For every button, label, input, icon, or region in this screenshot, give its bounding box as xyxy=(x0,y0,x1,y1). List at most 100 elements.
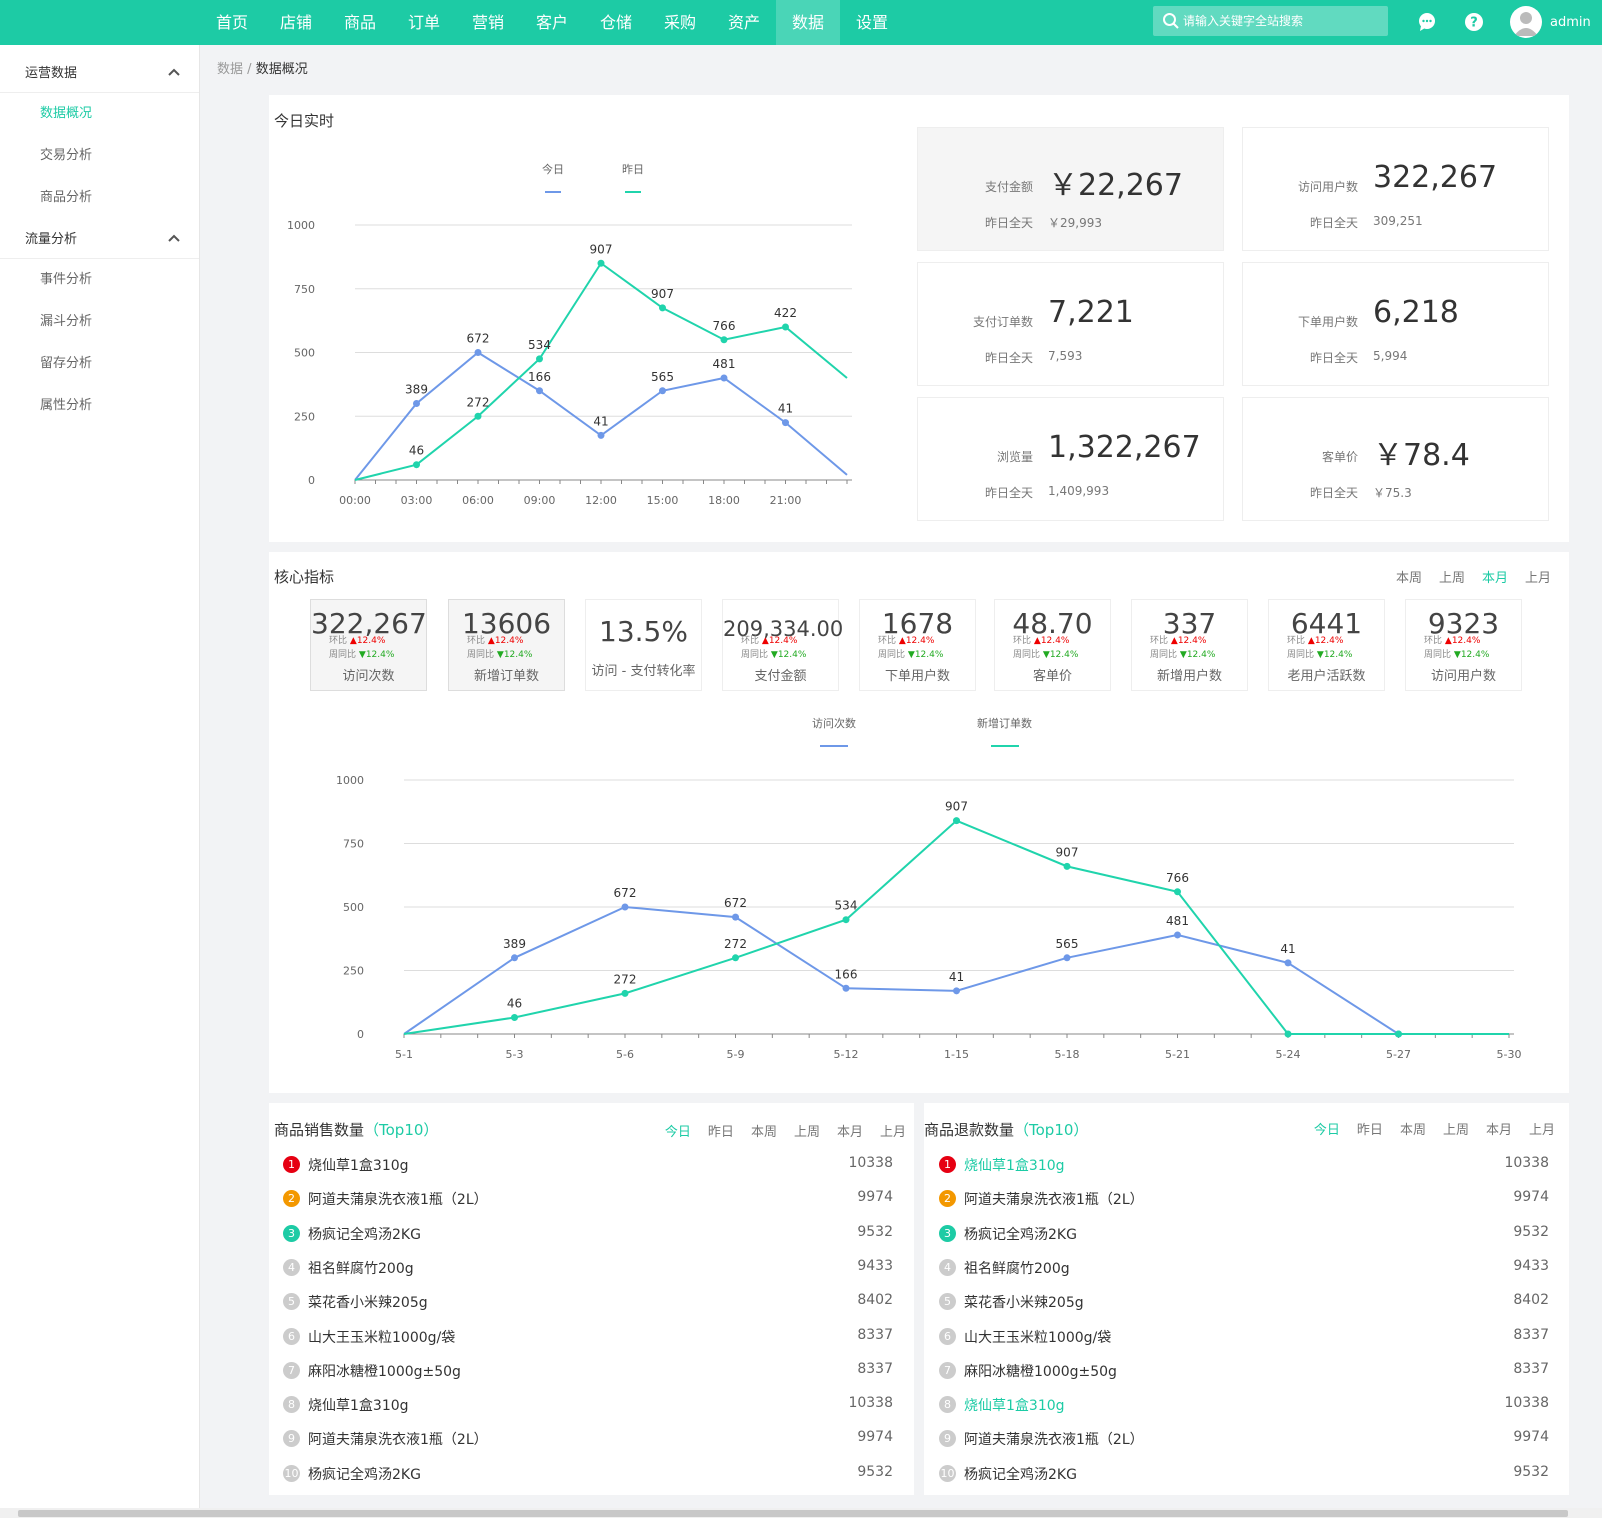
rank-product-name[interactable]: 烧仙草1盒310g xyxy=(964,1398,1065,1415)
tab-last-month[interactable]: 上月 xyxy=(879,1125,906,1140)
rank-product-name[interactable]: 阿道夫蒲泉洗衣液1瓶（2L） xyxy=(964,1432,1144,1449)
legend-new-orders[interactable]: 新增订单数 xyxy=(977,715,1032,747)
rank-product-name[interactable]: 阿道夫蒲泉洗衣液1瓶（2L） xyxy=(964,1192,1144,1209)
rank-product-name[interactable]: 烧仙草1盒310g xyxy=(308,1398,409,1415)
rank-product-name[interactable]: 麻阳冰糖橙1000g±50g xyxy=(308,1363,461,1380)
nav-item-goods[interactable]: 商品 xyxy=(343,13,376,32)
tab-this-week[interactable]: 本周 xyxy=(1395,571,1422,586)
tab-this-week[interactable]: 本周 xyxy=(750,1125,777,1140)
tab-last-week[interactable]: 上周 xyxy=(1438,571,1465,586)
rank-row[interactable]: 5 菜花香小米辣205g 8402 xyxy=(939,1292,1559,1312)
rank-row[interactable]: 7 麻阳冰糖橙1000g±50g 8337 xyxy=(939,1361,1559,1381)
rank-row[interactable]: 10 杨疯记全鸡汤2KG 9532 xyxy=(283,1464,903,1484)
username[interactable]: admin xyxy=(1550,15,1591,30)
rank-row[interactable]: 1 烧仙草1盒310g 10338 xyxy=(283,1155,903,1175)
rank-row[interactable]: 1 烧仙草1盒310g 10338 xyxy=(939,1155,1559,1175)
rank-product-name[interactable]: 杨疯记全鸡汤2KG xyxy=(964,1466,1077,1483)
nav-item-assets[interactable]: 资产 xyxy=(727,13,760,32)
kpi-new-users[interactable]: 337 环比 ▲12.4% 周同比 ▼12.4% 新增用户数 xyxy=(1131,599,1248,691)
sidebar-item-event[interactable]: 事件分析 xyxy=(40,272,93,287)
rank-row[interactable]: 6 山大王玉米粒1000g/袋 8337 xyxy=(283,1327,903,1347)
kpi-active-old-users[interactable]: 6441 环比 ▲12.4% 周同比 ▼12.4% 老用户活跃数 xyxy=(1268,599,1385,691)
tab-yesterday[interactable]: 昨日 xyxy=(1356,1123,1383,1138)
rank-product-name[interactable]: 祖名鲜腐竹200g xyxy=(308,1260,414,1277)
rank-product-name[interactable]: 菜花香小米辣205g xyxy=(964,1295,1084,1312)
rank-product-name[interactable]: 阿道夫蒲泉洗衣液1瓶（2L） xyxy=(308,1192,488,1209)
rank-product-name[interactable]: 祖名鲜腐竹200g xyxy=(964,1260,1070,1277)
tab-last-week[interactable]: 上周 xyxy=(793,1125,820,1140)
rank-product-name[interactable]: 杨疯记全鸡汤2KG xyxy=(308,1226,421,1243)
kpi-pay-amount[interactable]: 209,334.00 环比 ▲12.4% 周同比 ▼12.4% 支付金额 xyxy=(722,599,843,691)
rank-row[interactable]: 2 阿道夫蒲泉洗衣液1瓶（2L） 9974 xyxy=(939,1189,1559,1209)
data-label: 907 xyxy=(945,800,968,814)
data-point xyxy=(782,323,789,331)
rank-row[interactable]: 9 阿道夫蒲泉洗衣液1瓶（2L） 9974 xyxy=(939,1429,1559,1449)
nav-item-home[interactable]: 首页 xyxy=(215,13,248,32)
nav-item-customers[interactable]: 客户 xyxy=(535,13,568,32)
rank-row[interactable]: 8 烧仙草1盒310g 10338 xyxy=(939,1395,1559,1415)
nav-item-marketing[interactable]: 营销 xyxy=(471,13,504,32)
rank-product-name[interactable]: 麻阳冰糖橙1000g±50g xyxy=(964,1363,1117,1380)
global-search-input[interactable] xyxy=(1153,6,1388,36)
rank-row[interactable]: 3 杨疯记全鸡汤2KG 9532 xyxy=(283,1224,903,1244)
rank-row[interactable]: 6 山大王玉米粒1000g/袋 8337 xyxy=(939,1327,1559,1347)
sidebar-item-overview[interactable]: 数据概况 xyxy=(40,106,93,121)
tab-yesterday[interactable]: 昨日 xyxy=(707,1125,734,1140)
sidebar-item-goods[interactable]: 商品分析 xyxy=(40,190,93,205)
rank-row[interactable]: 2 阿道夫蒲泉洗衣液1瓶（2L） 9974 xyxy=(283,1189,903,1209)
rank-product-name[interactable]: 杨疯记全鸡汤2KG xyxy=(964,1226,1077,1243)
sidebar-item-attribute[interactable]: 属性分析 xyxy=(40,398,93,413)
avatar-icon[interactable] xyxy=(1510,6,1542,38)
sidebar-item-funnel[interactable]: 漏斗分析 xyxy=(40,314,93,329)
nav-item-warehouse[interactable]: 仓储 xyxy=(599,13,632,32)
rank-row[interactable]: 7 麻阳冰糖橙1000g±50g 8337 xyxy=(283,1361,903,1381)
tab-this-month[interactable]: 本月 xyxy=(1485,1123,1512,1138)
kpi-order-users[interactable]: 1678 环比 ▲12.4% 周同比 ▼12.4% 下单用户数 xyxy=(859,599,976,691)
kpi-visits[interactable]: 322,267 环比 ▲12.4% 周同比 ▼12.4% 访问次数 xyxy=(310,599,427,691)
nav-item-orders[interactable]: 订单 xyxy=(407,13,440,32)
tab-last-month[interactable]: 上月 xyxy=(1528,1123,1555,1138)
kpi-conversion[interactable]: 13.5% 访问 - 支付转化率 xyxy=(585,599,702,691)
nav-item-settings[interactable]: 设置 xyxy=(855,13,888,32)
tab-this-month[interactable]: 本月 xyxy=(836,1125,863,1140)
legend-visits[interactable]: 访问次数 xyxy=(812,715,856,747)
rank-product-name[interactable]: 山大王玉米粒1000g/袋 xyxy=(308,1329,456,1346)
nav-item-purchase[interactable]: 采购 xyxy=(663,13,696,32)
rank-row[interactable]: 3 杨疯记全鸡汤2KG 9532 xyxy=(939,1224,1559,1244)
rank-product-name[interactable]: 杨疯记全鸡汤2KG xyxy=(308,1466,421,1483)
kpi-new-orders[interactable]: 13606 环比 ▲12.4% 周同比 ▼12.4% 新增订单数 xyxy=(448,599,565,691)
tab-last-week[interactable]: 上周 xyxy=(1442,1123,1469,1138)
legend-today[interactable]: 今日 xyxy=(542,161,564,193)
rank-product-name[interactable]: 山大王玉米粒1000g/袋 xyxy=(964,1329,1112,1346)
breadcrumb-parent[interactable]: 数据 xyxy=(217,62,244,77)
rank-row[interactable]: 8 烧仙草1盒310g 10338 xyxy=(283,1395,903,1415)
rank-product-name[interactable]: 菜花香小米辣205g xyxy=(308,1295,428,1312)
rank-row[interactable]: 10 杨疯记全鸡汤2KG 9532 xyxy=(939,1464,1559,1484)
x-tick-label: 5-18 xyxy=(1055,1048,1080,1061)
sidebar-group-traffic[interactable]: 流量分析 xyxy=(0,219,199,259)
kpi-avg-price[interactable]: 48.70 环比 ▲12.4% 周同比 ▼12.4% 客单价 xyxy=(994,599,1111,691)
help-icon[interactable]: ? xyxy=(1463,11,1485,33)
chat-icon[interactable] xyxy=(1416,11,1438,33)
rank-row[interactable]: 4 祖名鲜腐竹200g 9433 xyxy=(283,1258,903,1278)
sidebar-item-trade[interactable]: 交易分析 xyxy=(40,148,93,163)
rank-row[interactable]: 5 菜花香小米辣205g 8402 xyxy=(283,1292,903,1312)
kpi-visitors[interactable]: 9323 环比 ▲12.4% 周同比 ▼12.4% 访问用户数 xyxy=(1405,599,1522,691)
tab-last-month[interactable]: 上月 xyxy=(1524,571,1551,586)
tab-this-week[interactable]: 本周 xyxy=(1399,1123,1426,1138)
tab-today[interactable]: 今日 xyxy=(1313,1123,1340,1138)
tab-today[interactable]: 今日 xyxy=(664,1125,691,1140)
rank-product-name[interactable]: 烧仙草1盒310g xyxy=(964,1158,1065,1174)
rank-row[interactable]: 9 阿道夫蒲泉洗衣液1瓶（2L） 9974 xyxy=(283,1429,903,1449)
card-yesterday-value: 7,593 xyxy=(1048,349,1083,363)
sidebar-group-ops[interactable]: 运营数据 xyxy=(0,53,199,93)
sidebar-item-retention[interactable]: 留存分析 xyxy=(40,356,93,371)
nav-item-store[interactable]: 店铺 xyxy=(279,13,312,32)
legend-yesterday[interactable]: 昨日 xyxy=(622,161,644,193)
tab-this-month[interactable]: 本月 xyxy=(1481,571,1508,586)
scrollbar-thumb[interactable] xyxy=(18,1510,1568,1517)
nav-item-data[interactable]: 数据 xyxy=(776,0,840,45)
rank-product-name[interactable]: 阿道夫蒲泉洗衣液1瓶（2L） xyxy=(308,1432,488,1449)
rank-row[interactable]: 4 祖名鲜腐竹200g 9433 xyxy=(939,1258,1559,1278)
rank-product-name[interactable]: 烧仙草1盒310g xyxy=(308,1158,409,1174)
